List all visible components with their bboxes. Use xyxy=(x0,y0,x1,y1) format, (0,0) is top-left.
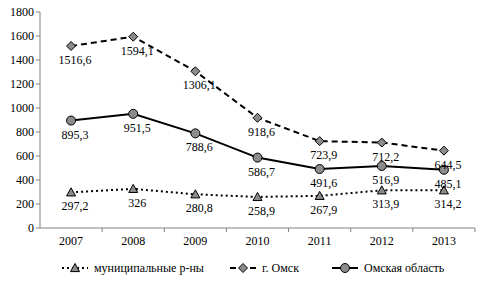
legend-marker xyxy=(239,264,248,273)
x-tick xyxy=(475,228,476,232)
data-label: 951,5 xyxy=(124,121,151,135)
x-tick-label: 2010 xyxy=(246,234,270,248)
data-labels: 297,2 326 280,8 258,9 267,9 313,9 314,2 1516,6 1… xyxy=(59,44,462,218)
x-tick xyxy=(412,228,413,232)
data-point xyxy=(253,192,262,200)
data-label: 1306,1 xyxy=(183,78,216,92)
data-point xyxy=(129,184,138,192)
x-tick-label: 2012 xyxy=(370,234,394,248)
data-point xyxy=(67,42,76,51)
legend-label: муниципальные р-ны xyxy=(94,261,204,275)
y-tick-label: 400 xyxy=(16,173,34,187)
y-tick xyxy=(36,12,40,13)
x-tick-label: 2008 xyxy=(121,234,145,248)
data-label: 297,2 xyxy=(62,199,89,213)
data-point xyxy=(315,191,324,199)
x-tick-label: 2011 xyxy=(308,234,332,248)
y-tick xyxy=(36,108,40,109)
data-point xyxy=(191,129,200,138)
x-tick xyxy=(226,228,227,232)
x-tick-label: 2007 xyxy=(59,234,83,248)
y-axis xyxy=(40,12,41,228)
legend-marker xyxy=(71,264,80,272)
y-tick xyxy=(36,228,40,229)
y-tick xyxy=(36,60,40,61)
data-label: 644,5 xyxy=(434,158,461,172)
y-tick-label: 200 xyxy=(16,197,34,211)
data-point xyxy=(129,109,138,118)
series-line xyxy=(71,37,444,151)
y-tick-label: 1400 xyxy=(10,53,34,67)
data-label: 267,9 xyxy=(310,203,337,217)
y-tick xyxy=(36,36,40,37)
x-tick xyxy=(288,228,289,232)
data-label: 918,6 xyxy=(248,125,275,139)
y-tick xyxy=(36,156,40,157)
data-label: 491,6 xyxy=(310,176,337,190)
data-point xyxy=(67,116,76,125)
data-point xyxy=(129,32,138,41)
legend: муниципальные р-ны г. Омск Омская область xyxy=(62,261,445,275)
data-label: 1516,6 xyxy=(59,53,92,67)
y-tick xyxy=(36,132,40,133)
data-label: 788,6 xyxy=(186,140,213,154)
x-tick xyxy=(350,228,351,232)
data-point xyxy=(315,165,324,174)
x-axis xyxy=(40,228,475,229)
legend-label: г. Омск xyxy=(262,261,299,275)
data-point xyxy=(191,190,200,198)
data-point xyxy=(439,146,448,155)
y-tick-label: 1800 xyxy=(10,5,34,19)
data-point xyxy=(191,67,200,76)
data-label: 326 xyxy=(128,196,146,210)
series-line xyxy=(71,114,444,170)
x-tick xyxy=(164,228,165,232)
data-label: 712,2 xyxy=(372,150,399,164)
data-label: 723,9 xyxy=(310,148,337,162)
x-tick-label: 2013 xyxy=(432,234,456,248)
data-label: 313,9 xyxy=(372,197,399,211)
data-label: 1594,1 xyxy=(121,44,154,58)
y-tick xyxy=(36,84,40,85)
y-tick-label: 0 xyxy=(28,221,34,235)
data-point xyxy=(253,153,262,162)
data-label: 516,9 xyxy=(372,173,399,187)
legend-label: Омская область xyxy=(364,261,445,275)
data-label: 280,8 xyxy=(186,201,213,215)
y-tick xyxy=(36,180,40,181)
data-point xyxy=(377,138,386,147)
data-label: 258,9 xyxy=(248,204,275,218)
x-tick-label: 2009 xyxy=(183,234,207,248)
y-tick-label: 600 xyxy=(16,149,34,163)
data-label: 895,3 xyxy=(62,128,89,142)
y-tick-label: 1200 xyxy=(10,77,34,91)
chart: 0 200 400 600 800 1000 1200 1400 1600 1800 2007 200… xyxy=(0,0,480,288)
y-tick xyxy=(36,204,40,205)
data-label: 485,1 xyxy=(434,177,461,191)
data-point xyxy=(253,113,262,122)
data-point xyxy=(315,137,324,146)
plot-area xyxy=(67,32,449,200)
y-tick-label: 1000 xyxy=(10,101,34,115)
data-label: 314,2 xyxy=(434,197,461,211)
y-tick-label: 800 xyxy=(16,125,34,139)
data-label: 586,7 xyxy=(248,165,275,179)
data-point xyxy=(377,186,386,194)
legend-marker xyxy=(341,264,350,273)
x-tick xyxy=(102,228,103,232)
data-point xyxy=(67,188,76,196)
y-tick-label: 1600 xyxy=(10,29,34,43)
